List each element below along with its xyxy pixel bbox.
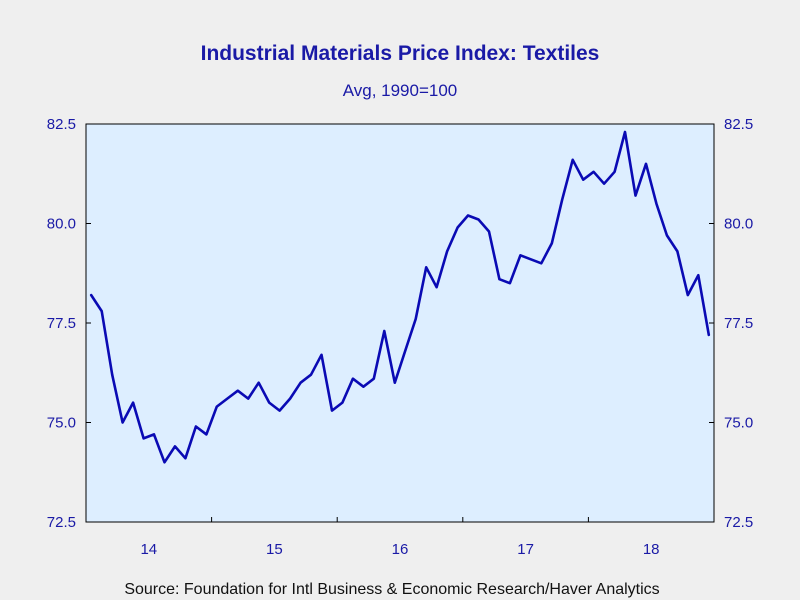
x-tick-label: 17: [517, 541, 534, 558]
y-tick-label-left: 72.5: [47, 514, 76, 531]
plot-area: [85, 123, 715, 523]
x-axis: 14 15 16 17 18: [140, 517, 660, 558]
y-tick-label-left: 75.0: [47, 415, 76, 432]
y-tick-label-left: 77.5: [47, 315, 76, 332]
series-line: [89, 130, 711, 464]
x-tick-label: 16: [392, 541, 409, 558]
y-axis-right: 82.5 80.0 77.5 75.0 72.5: [709, 116, 753, 531]
chart-subtitle: Avg, 1990=100: [343, 81, 458, 100]
y-tick-label-right: 72.5: [724, 514, 753, 531]
y-tick-label-right: 82.5: [724, 116, 753, 133]
y-tick-label-left: 82.5: [47, 116, 76, 133]
chart-title: Industrial Materials Price Index: Textil…: [201, 42, 600, 65]
y-tick-label-left: 80.0: [47, 216, 76, 233]
source-note: Source: Foundation for Intl Business & E…: [124, 581, 659, 598]
y-tick-label-right: 75.0: [724, 415, 753, 432]
x-tick-label: 15: [266, 541, 283, 558]
x-tick-label: 14: [140, 541, 157, 558]
y-axis-left: 82.5 80.0 77.5 75.0 72.5: [47, 116, 91, 531]
y-tick-label-right: 77.5: [724, 315, 753, 332]
y-tick-label-right: 80.0: [724, 216, 753, 233]
x-tick-label: 18: [643, 541, 660, 558]
